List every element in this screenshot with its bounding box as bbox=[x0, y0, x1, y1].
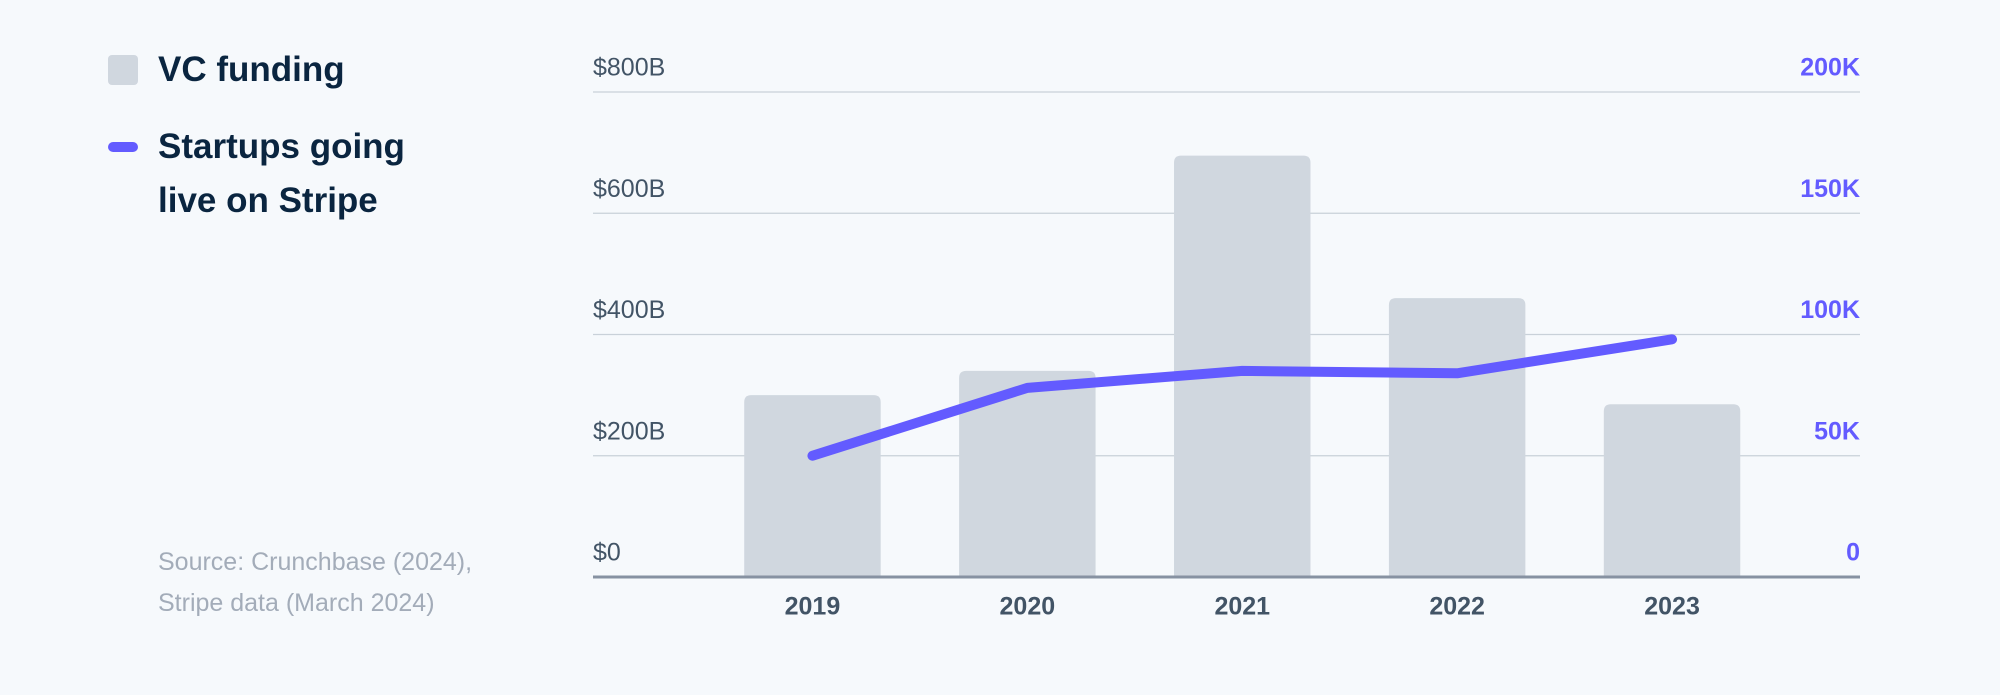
legend-label: VC funding bbox=[158, 50, 345, 89]
y2-tick-label: 200K bbox=[1800, 54, 1860, 82]
legend-swatch bbox=[108, 55, 138, 85]
y2-tick-label: 150K bbox=[1800, 175, 1860, 203]
x-tick-label: 2020 bbox=[1000, 593, 1056, 621]
x-tick-label: 2023 bbox=[1644, 593, 1700, 621]
y-tick-label: $200B bbox=[593, 417, 665, 445]
y2-tick-label: 0 bbox=[1846, 539, 1860, 567]
y2-tick-label: 100K bbox=[1800, 296, 1860, 324]
y2-tick-label: 50K bbox=[1814, 417, 1860, 445]
legend-swatch bbox=[108, 142, 138, 152]
bar bbox=[744, 395, 881, 577]
x-tick-label: 2021 bbox=[1214, 593, 1270, 621]
bar bbox=[959, 370, 1096, 577]
legend-label: Startups going live on Stripe bbox=[158, 127, 405, 220]
y-tick-label: $600B bbox=[593, 175, 665, 203]
bar bbox=[1388, 298, 1526, 577]
bar bbox=[1603, 404, 1741, 577]
y-tick-label: $800B bbox=[593, 54, 665, 82]
y-tick-label: $0 bbox=[593, 539, 621, 567]
x-tick-label: 2022 bbox=[1429, 593, 1485, 621]
source-note: Source: Crunchbase (2024), Stripe data (… bbox=[158, 548, 473, 617]
x-tick-label: 2019 bbox=[785, 593, 841, 621]
y-tick-label: $400B bbox=[593, 296, 665, 324]
line bbox=[807, 334, 1678, 461]
